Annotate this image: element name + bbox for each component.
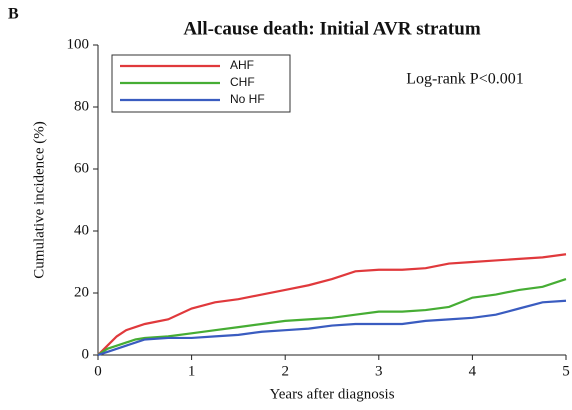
x-tick-label: 5	[562, 363, 570, 379]
y-tick-label: 20	[74, 284, 89, 300]
series-line	[97, 253, 567, 356]
x-axis-label: Years after diagnosis	[269, 386, 394, 402]
x-tick-label: 2	[281, 363, 289, 379]
legend-label: No HF	[230, 92, 265, 106]
y-axis-label: Cumulative incidence (%)	[31, 121, 47, 278]
x-tick-label: 0	[94, 363, 102, 379]
x-tick-label: 3	[375, 363, 383, 379]
legend-label: CHF	[230, 75, 255, 89]
y-tick-label: 0	[82, 346, 90, 362]
series-line	[97, 278, 567, 356]
y-tick-label: 80	[74, 98, 89, 114]
panel-label: B	[8, 6, 19, 23]
y-tick-label: 40	[74, 222, 89, 238]
x-tick-label: 1	[188, 363, 196, 379]
chart-title: All-cause death: Initial AVR stratum	[183, 18, 480, 39]
y-tick-label: 100	[67, 36, 90, 52]
series-line	[97, 299, 567, 357]
y-tick-label: 60	[74, 160, 89, 176]
annotation: Log-rank P<0.001	[406, 71, 523, 88]
legend-label: AHF	[230, 58, 254, 72]
x-tick-label: 4	[469, 363, 477, 379]
